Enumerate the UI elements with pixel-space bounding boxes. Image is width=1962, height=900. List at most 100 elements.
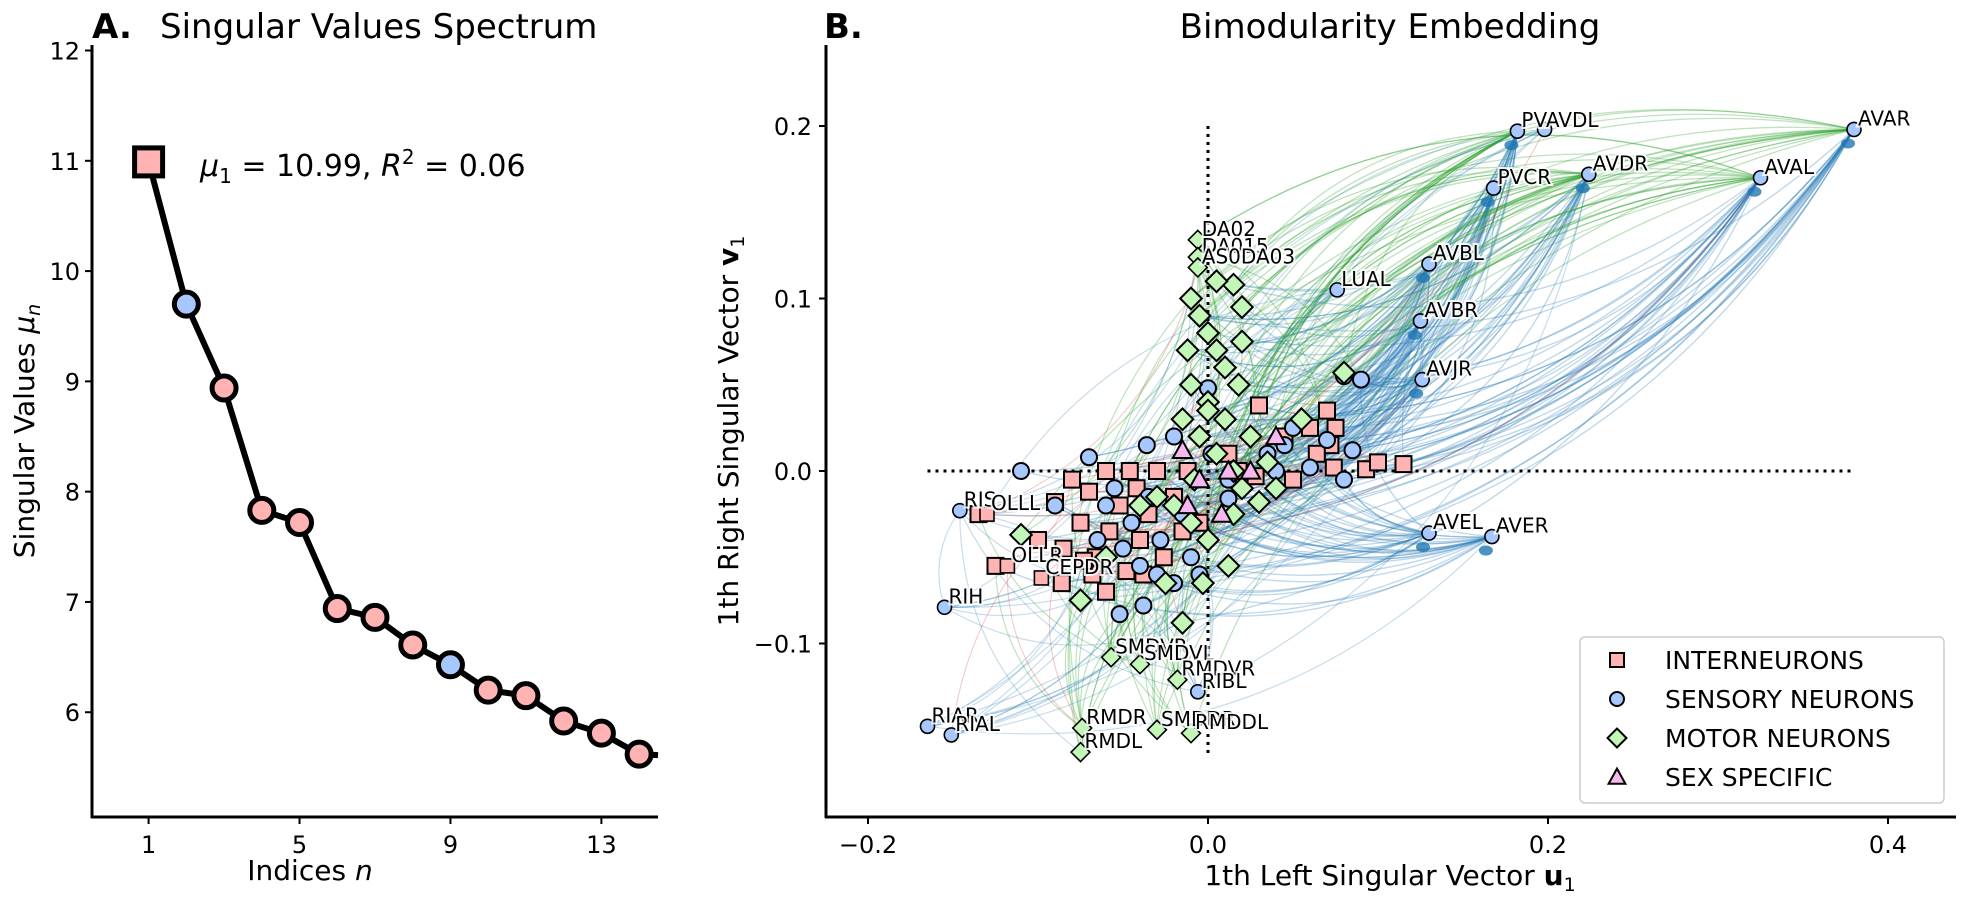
- edge: [1164, 173, 1589, 584]
- node-label: AVJR: [1426, 357, 1472, 381]
- labeled-node-marker: [1484, 528, 1500, 545]
- edge: [1238, 126, 1855, 386]
- edge: [1199, 113, 1855, 317]
- edge: [1309, 131, 1519, 469]
- arrowhead-cluster: [1407, 329, 1422, 340]
- node-marker: [1229, 294, 1255, 320]
- edge: [1241, 187, 1495, 343]
- edge: [1150, 450, 1184, 680]
- edge: [959, 510, 1081, 753]
- node-marker: [1216, 553, 1241, 579]
- node-marker: [1080, 448, 1098, 467]
- legend: INTERNEURONS SENSORY NEURONS MOTOR NEURONS…: [1579, 636, 1945, 804]
- singular-value-point: [624, 739, 654, 769]
- edge: [1176, 479, 1294, 680]
- labeled-node-marker: [1187, 256, 1209, 279]
- edge: [1181, 130, 1518, 623]
- singular-value-point: [322, 594, 352, 624]
- edge: [944, 606, 1183, 646]
- edge: [1330, 131, 1519, 446]
- edge: [1079, 128, 1855, 601]
- node-label: AVAL: [1765, 155, 1815, 179]
- edge: [1141, 605, 1192, 734]
- edge: [1182, 177, 1762, 624]
- legend-marker-interneuron: [1609, 652, 1625, 668]
- node-marker: [1324, 458, 1343, 477]
- edge: [927, 263, 1430, 727]
- node-marker: [1110, 605, 1129, 624]
- edge: [1343, 130, 1518, 373]
- node-marker: [1134, 596, 1153, 615]
- node-marker: [1326, 418, 1345, 437]
- edge: [1233, 129, 1855, 472]
- node-marker: [1148, 462, 1166, 480]
- y-tick-label: 9: [65, 368, 80, 396]
- edge: [1163, 187, 1495, 558]
- node-marker: [1229, 476, 1255, 501]
- singular-value-point: [209, 373, 239, 403]
- node-marker: [1195, 398, 1221, 423]
- edge: [1156, 470, 1493, 553]
- x-tick-label: 5: [292, 831, 307, 859]
- edge: [1190, 177, 1762, 524]
- edge: [1365, 188, 1495, 470]
- arrowhead-cluster: [1478, 545, 1493, 556]
- x-tick-label: 0.2: [1529, 831, 1567, 859]
- node-label: SMDVR: [1115, 634, 1188, 658]
- edge: [1156, 470, 1493, 553]
- node-label: RIH: [949, 584, 984, 608]
- node-label: PVCR: [1498, 165, 1552, 189]
- edge: [1316, 131, 1519, 455]
- labeled-node-marker: [1412, 313, 1429, 329]
- node-marker: [1318, 430, 1336, 449]
- node-label: OLLL: [991, 491, 1041, 515]
- legend-marker-sex_specific: [1606, 766, 1628, 785]
- node-marker: [1137, 436, 1156, 455]
- edge: [1190, 129, 1855, 524]
- edge: [1131, 173, 1590, 524]
- edge: [927, 536, 1493, 735]
- edge: [1216, 177, 1761, 309]
- node-marker: [1170, 610, 1195, 636]
- edge: [1187, 470, 1430, 541]
- panel-a-x-label: Indices n: [247, 854, 372, 887]
- edge: [1232, 177, 1761, 472]
- edge: [1365, 129, 1855, 470]
- edge: [1190, 153, 1761, 300]
- edge: [1006, 565, 1083, 729]
- labeled-node-marker: [999, 558, 1016, 574]
- edge: [1079, 613, 1121, 729]
- edge: [1199, 129, 1855, 576]
- edge: [1181, 513, 1214, 693]
- edge: [1163, 187, 1495, 558]
- edge: [978, 267, 1199, 515]
- panel-b-y-label: 1th Right Singular Vector v1: [712, 236, 749, 627]
- node-label: PVAVDL: [1521, 108, 1599, 132]
- edge: [1199, 173, 1590, 438]
- arrowhead-cluster: [1416, 542, 1430, 553]
- edge: [959, 510, 1166, 586]
- edge: [1421, 128, 1545, 380]
- node-marker: [1127, 493, 1153, 518]
- edge: [1131, 130, 1519, 524]
- edge: [1079, 128, 1545, 523]
- reference-lines: [927, 126, 1854, 756]
- node-marker: [1195, 527, 1221, 553]
- edge: [1199, 159, 1761, 317]
- edge: [1190, 166, 1589, 299]
- edge: [978, 513, 1199, 693]
- node-marker: [1255, 450, 1280, 475]
- arrowhead-cluster: [1504, 140, 1519, 151]
- y-tick-label: 11: [49, 148, 80, 176]
- legend-marker-motor: [1606, 727, 1628, 749]
- edge: [1228, 187, 1495, 481]
- node-marker: [1165, 427, 1183, 446]
- node-marker: [1335, 470, 1353, 489]
- node-label: RMDVR: [1181, 657, 1255, 681]
- edge: [1207, 187, 1495, 541]
- node-marker: [1221, 501, 1246, 527]
- edge: [1316, 177, 1762, 455]
- edge: [1136, 173, 1590, 489]
- edge: [1207, 177, 1762, 393]
- edge: [1249, 289, 1338, 437]
